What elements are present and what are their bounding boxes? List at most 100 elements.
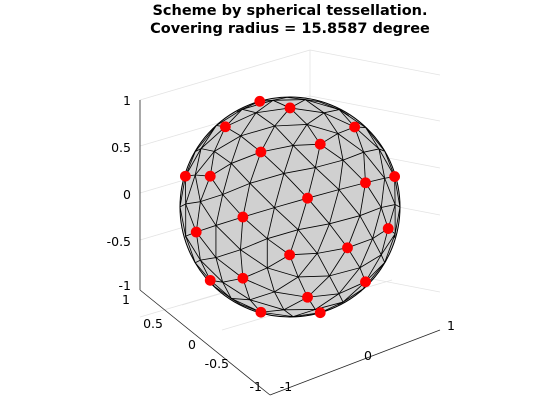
mesh-edge — [315, 167, 340, 190]
x-tick-label: 1 — [447, 318, 455, 333]
mesh-edge — [323, 109, 340, 114]
y-tick-label: 1 — [122, 292, 130, 307]
y-tick-label: -0.5 — [205, 356, 229, 371]
mesh-edge — [292, 124, 308, 146]
y-tick-label: 0 — [188, 337, 196, 352]
mesh-edge — [365, 127, 380, 150]
mesh-edge — [306, 112, 325, 125]
x-tick-label: -1 — [280, 379, 292, 394]
mesh-edge — [283, 167, 316, 174]
mesh-edge — [194, 174, 201, 202]
z-tick-label: 0 — [123, 187, 131, 202]
y-axis-line — [139, 289, 271, 396]
mesh-edge — [274, 197, 308, 209]
z-tick-label: 0.5 — [111, 140, 131, 155]
sample-point — [237, 211, 249, 223]
mesh-edge — [380, 254, 386, 263]
mesh-edge — [305, 99, 325, 114]
mesh-edge — [255, 107, 291, 114]
mesh-edge — [249, 299, 285, 311]
sample-point — [190, 226, 202, 238]
mesh-edge — [372, 238, 382, 256]
z-tick-label: 1 — [123, 93, 131, 108]
mesh-edge — [329, 267, 361, 277]
mesh-edge — [222, 182, 251, 195]
mesh-edge — [200, 259, 223, 283]
mesh-edge — [215, 194, 224, 226]
sample-point — [204, 170, 216, 182]
mesh-edge — [249, 151, 262, 184]
mesh-edge — [200, 201, 217, 226]
mesh-edge — [200, 148, 215, 152]
mesh-edge — [283, 309, 294, 317]
z-tick-label: -1 — [119, 278, 131, 293]
mesh-edge — [274, 125, 294, 146]
mesh-edge — [337, 133, 344, 161]
y-tick-label: -1 — [250, 379, 262, 394]
mesh-edge — [372, 207, 382, 239]
mesh-edge — [329, 247, 348, 277]
title-line-2: Covering radius = 15.8587 degree — [150, 21, 430, 37]
mesh-edge — [242, 183, 251, 218]
mesh-edge — [274, 123, 308, 127]
mesh-edge — [260, 311, 294, 318]
mesh-edge — [286, 96, 306, 101]
mesh-edge — [249, 183, 275, 208]
mesh-edge — [307, 189, 340, 199]
mesh-edge — [307, 197, 330, 225]
z-tick-labels: 1 0.5 0 -0.5 -1 — [107, 93, 131, 293]
y-tick-labels: 1 0.5 0 -0.5 -1 — [122, 292, 262, 394]
mesh-edge — [240, 125, 275, 137]
mesh-edge — [289, 107, 325, 114]
mesh-edge — [179, 203, 186, 208]
mesh-edge — [240, 238, 268, 251]
mesh-edge — [179, 206, 187, 237]
mesh-edge — [242, 108, 257, 114]
wall2-gridline-z05 — [309, 95, 441, 122]
mesh-edge — [230, 163, 251, 184]
sample-point — [389, 171, 401, 182]
mesh-edge — [292, 309, 316, 318]
x-axis-line — [269, 329, 441, 396]
mesh-edge — [215, 257, 244, 279]
mesh-edge — [323, 112, 339, 134]
mesh-edge — [329, 275, 340, 294]
mesh-edge — [200, 257, 216, 261]
mesh-edge — [195, 259, 201, 264]
mesh-edge — [359, 207, 382, 217]
sample-point — [314, 307, 326, 319]
mesh-edge — [267, 267, 299, 278]
z-tick-label: -0.5 — [107, 234, 131, 249]
mesh-edge — [200, 125, 217, 149]
sample-point — [219, 121, 231, 133]
mesh-edge — [266, 207, 275, 239]
mesh-edge — [214, 151, 232, 164]
mesh-edge — [240, 216, 244, 250]
mesh-edge — [194, 125, 217, 152]
mesh-edge — [274, 291, 308, 298]
mesh-edge — [242, 207, 275, 218]
mesh-edge — [394, 207, 401, 234]
sample-point — [204, 274, 216, 286]
mesh-edge — [185, 174, 196, 205]
sample-point — [179, 170, 191, 182]
mesh-edge — [222, 282, 232, 299]
mesh-edge — [298, 275, 330, 278]
mesh-edge — [195, 148, 202, 152]
mesh-edge — [255, 99, 274, 114]
mesh-edge — [298, 223, 330, 231]
mesh-edge — [292, 145, 316, 168]
mesh-edge — [380, 233, 396, 256]
mesh-edge — [378, 148, 386, 179]
mesh-edge — [359, 215, 373, 239]
mesh-edge — [222, 281, 251, 301]
sample-point — [302, 291, 313, 303]
mesh-edge — [194, 151, 215, 176]
mesh-edge — [200, 194, 223, 203]
mesh-edge — [365, 127, 386, 152]
sample-point — [237, 272, 249, 284]
mesh-edge — [305, 99, 340, 111]
mesh-edge — [230, 135, 242, 164]
mesh-edge — [380, 178, 386, 208]
